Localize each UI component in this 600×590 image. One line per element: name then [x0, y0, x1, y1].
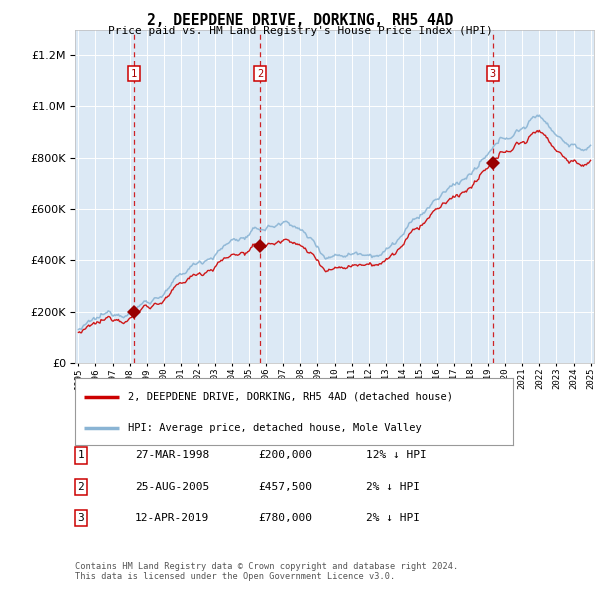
Text: 2, DEEPDENE DRIVE, DORKING, RH5 4AD: 2, DEEPDENE DRIVE, DORKING, RH5 4AD — [147, 13, 453, 28]
Text: 25-AUG-2005: 25-AUG-2005 — [135, 482, 209, 491]
Text: £200,000: £200,000 — [258, 451, 312, 460]
Text: 12% ↓ HPI: 12% ↓ HPI — [366, 451, 427, 460]
Text: 2: 2 — [77, 482, 85, 491]
Text: 3: 3 — [490, 68, 496, 78]
Text: HPI: Average price, detached house, Mole Valley: HPI: Average price, detached house, Mole… — [128, 424, 421, 434]
Text: 2: 2 — [257, 68, 263, 78]
Text: 1: 1 — [77, 451, 85, 460]
Text: 27-MAR-1998: 27-MAR-1998 — [135, 451, 209, 460]
Text: 2% ↓ HPI: 2% ↓ HPI — [366, 513, 420, 523]
Text: 12-APR-2019: 12-APR-2019 — [135, 513, 209, 523]
Text: Contains HM Land Registry data © Crown copyright and database right 2024.
This d: Contains HM Land Registry data © Crown c… — [75, 562, 458, 581]
Text: 2, DEEPDENE DRIVE, DORKING, RH5 4AD (detached house): 2, DEEPDENE DRIVE, DORKING, RH5 4AD (det… — [128, 392, 452, 402]
Text: £780,000: £780,000 — [258, 513, 312, 523]
Text: £457,500: £457,500 — [258, 482, 312, 491]
Text: 3: 3 — [77, 513, 85, 523]
Text: 2% ↓ HPI: 2% ↓ HPI — [366, 482, 420, 491]
Text: 1: 1 — [130, 68, 137, 78]
Text: Price paid vs. HM Land Registry's House Price Index (HPI): Price paid vs. HM Land Registry's House … — [107, 26, 493, 36]
